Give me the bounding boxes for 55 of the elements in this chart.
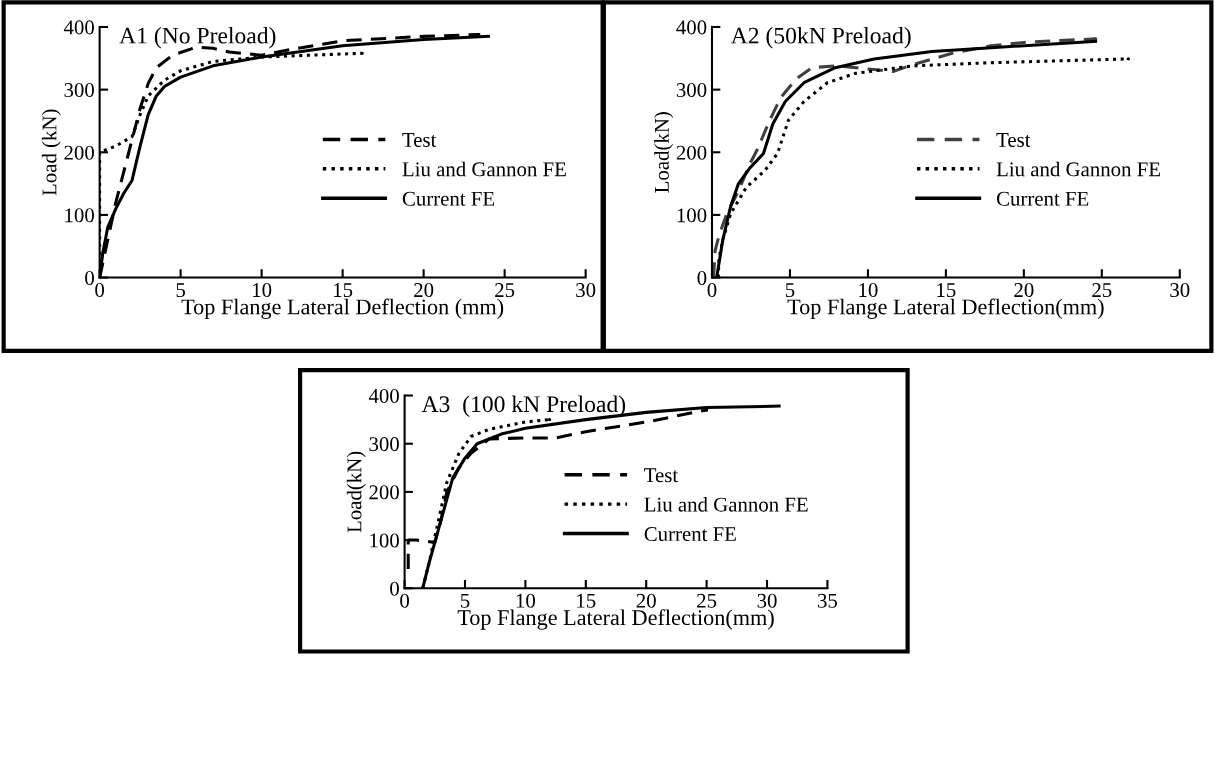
x-tick-label: 0 bbox=[95, 283, 105, 298]
y-tick-label: 100 bbox=[370, 533, 399, 548]
y-tick-label: 200 bbox=[676, 145, 707, 160]
y-tick-label: 300 bbox=[676, 83, 707, 98]
y-tick-label: 300 bbox=[64, 83, 94, 98]
legend-label: Current FE bbox=[644, 527, 736, 542]
x-tick-label: 30 bbox=[757, 593, 777, 608]
legend-label: Liu and Gannon FE bbox=[996, 161, 1160, 177]
x-tick-label: 35 bbox=[817, 593, 838, 608]
y-tick-label: 0 bbox=[390, 581, 399, 596]
x-tick-label: 10 bbox=[253, 283, 272, 298]
y-axis-title: Load(kN) bbox=[346, 451, 366, 533]
y-tick-label: 400 bbox=[676, 20, 707, 35]
y-tick-label: 300 bbox=[369, 437, 399, 452]
y-tick-label: 0 bbox=[85, 270, 94, 285]
x-tick-label: 30 bbox=[1170, 283, 1190, 298]
chart-title: A1 (No Preload) bbox=[119, 26, 276, 49]
x-tick-label: 15 bbox=[937, 283, 956, 298]
legend-label: Test bbox=[996, 133, 1031, 147]
x-tick-label: 20 bbox=[414, 283, 434, 298]
x-tick-label: 20 bbox=[1014, 283, 1034, 298]
x-tick-label: 15 bbox=[334, 283, 353, 298]
x-tick-label: 10 bbox=[859, 283, 878, 298]
x-tick-label: 20 bbox=[636, 593, 656, 608]
x-tick-label: 0 bbox=[707, 283, 717, 298]
chart-title: A2 (50kN Preload) bbox=[730, 26, 911, 49]
legend-label: Test bbox=[644, 468, 679, 483]
y-tick-label: 200 bbox=[64, 145, 94, 160]
y-tick-label: 400 bbox=[368, 388, 399, 403]
x-tick-label: 0 bbox=[400, 593, 410, 608]
legend-label: Test bbox=[402, 133, 437, 147]
x-tick-label: 25 bbox=[697, 593, 717, 608]
y-tick-label: 200 bbox=[369, 485, 399, 500]
x-tick-label: 5 bbox=[176, 283, 186, 298]
x-tick-label: 25 bbox=[1092, 283, 1112, 298]
legend-label: Current FE bbox=[402, 191, 495, 206]
legend-label: Liu and Gannon FE bbox=[402, 161, 566, 177]
x-tick-label: 15 bbox=[577, 593, 596, 608]
y-axis-title: Load(kN) bbox=[654, 112, 674, 193]
y-tick-label: 0 bbox=[697, 270, 707, 285]
x-tick-label: 10 bbox=[516, 593, 536, 608]
y-tick-label: 100 bbox=[65, 208, 94, 223]
x-axis-title: Top Flange Lateral Deflection(mm) bbox=[787, 298, 1104, 319]
legend-label: Liu and Gannon FE bbox=[644, 496, 808, 512]
legend-label: Current FE bbox=[996, 191, 1089, 206]
x-tick-label: 5 bbox=[785, 283, 795, 298]
y-axis-title: Load (kN) bbox=[41, 109, 61, 196]
y-tick-label: 100 bbox=[677, 208, 707, 223]
x-tick-label: 5 bbox=[461, 593, 470, 608]
x-axis-title: Top Flange Lateral Deflection(mm) bbox=[457, 609, 774, 630]
x-tick-label: 25 bbox=[495, 283, 515, 298]
y-tick-label: 400 bbox=[63, 20, 94, 35]
chart-title: A3 (100 kN Preload) bbox=[421, 395, 626, 417]
x-tick-label: 30 bbox=[576, 283, 596, 298]
x-axis-title: Top Flange Lateral Deflection (mm) bbox=[181, 298, 504, 319]
